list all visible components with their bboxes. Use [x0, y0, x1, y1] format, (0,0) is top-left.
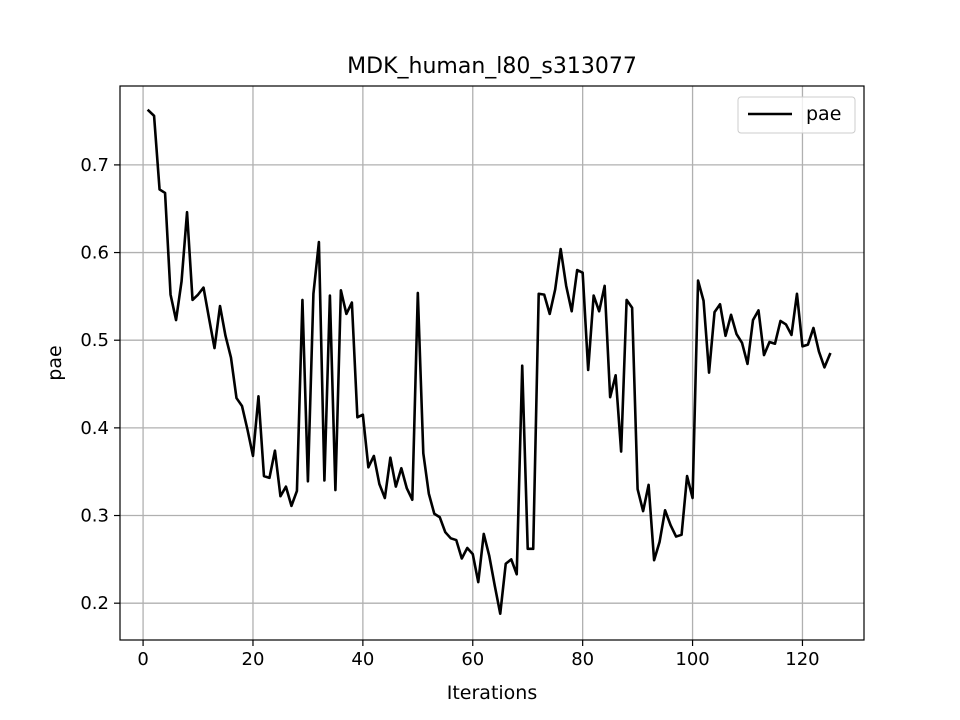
plot-frame	[119, 85, 865, 641]
chart-title: MDK_human_l80_s313077	[347, 54, 637, 79]
series-line-pae	[146, 108, 832, 616]
y-tick-label: 0.4	[80, 418, 109, 439]
x-tick-label: 20	[242, 649, 265, 670]
y-tick-label: 0.2	[80, 593, 109, 614]
x-tick-label: 0	[137, 649, 148, 670]
x-tick-label: 60	[461, 649, 484, 670]
x-axis-label: Iterations	[447, 682, 538, 704]
y-axis-ticks: 0.2 0.3 0.4 0.5 0.6 0.7	[80, 155, 120, 614]
y-tick-label: 0.7	[80, 155, 109, 176]
legend-label-pae: pae	[806, 103, 841, 125]
y-tick-label: 0.5	[80, 330, 109, 351]
x-tick-label: 100	[675, 649, 709, 670]
legend-box	[737, 96, 856, 134]
legend: pae	[737, 96, 856, 134]
x-tick-label: 120	[785, 649, 819, 670]
series-lines	[146, 108, 832, 616]
y-tick-label: 0.6	[80, 243, 109, 264]
x-axis-ticks: 0 20 40 60 80 100 120	[137, 640, 820, 670]
y-tick-label: 0.3	[80, 506, 109, 527]
y-axis-label: pae	[44, 345, 66, 380]
x-tick-label: 80	[571, 649, 594, 670]
x-tick-label: 40	[351, 649, 374, 670]
